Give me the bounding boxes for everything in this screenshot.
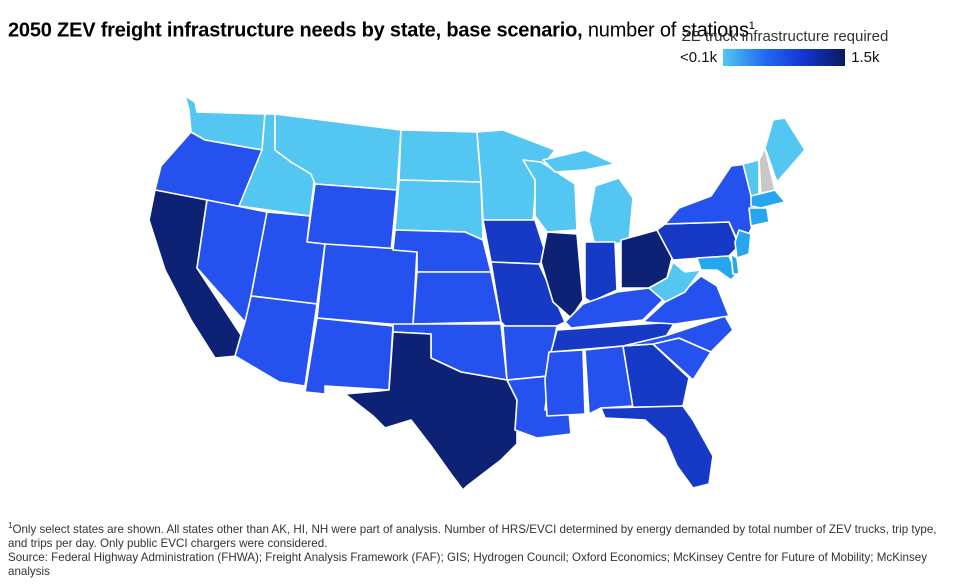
state-tx: [344, 331, 518, 491]
title-note-marker: 1: [748, 20, 755, 32]
state-ct: [748, 207, 770, 227]
footnote-line-1: Only select states are shown. All states…: [8, 522, 937, 550]
footnote-source: Source: Federal Highway Administration (…: [8, 550, 927, 578]
state-ms: [544, 349, 586, 417]
legend: ZE truck infrastructure required <0.1k 1…: [680, 28, 890, 66]
state-wy: [306, 183, 398, 253]
legend-gradient-bar: [723, 49, 846, 66]
title-rest: number of stations: [587, 19, 749, 42]
state-co: [316, 243, 418, 327]
state-md: [696, 255, 738, 281]
state-nd: [398, 129, 482, 183]
footnote: 1Only select states are shown. All state…: [8, 519, 948, 579]
state-wi: [522, 159, 578, 233]
legend-max-label: 1.5k: [851, 49, 880, 66]
state-de: [730, 253, 740, 275]
state-nc: [622, 315, 734, 353]
state-pa: [656, 221, 740, 261]
footnote-marker: 1: [8, 521, 13, 530]
state-az: [234, 295, 318, 387]
title-bold: 2050 ZEV freight infrastructure needs by…: [8, 19, 583, 42]
state-me: [764, 117, 806, 183]
legend-scale: <0.1k 1.5k: [680, 49, 890, 66]
legend-min-label: <0.1k: [680, 49, 718, 66]
state-nj: [734, 229, 752, 259]
state-mo: [490, 261, 566, 327]
us-map-svg: [148, 95, 806, 491]
legend-title: ZE truck infrastructure required: [681, 28, 889, 45]
us-map: [145, 90, 815, 495]
footnote-notes: 1Only select states are shown. All state…: [8, 519, 948, 551]
state-fl: [600, 405, 714, 489]
state-wv: [648, 261, 702, 303]
state-nm: [304, 317, 394, 395]
states-layer: [148, 95, 806, 491]
state-ks: [412, 271, 502, 325]
state-ma: [750, 189, 786, 209]
chart-title: 2050 ZEV freight infrastructure needs by…: [8, 14, 755, 43]
state-ia: [482, 219, 548, 265]
